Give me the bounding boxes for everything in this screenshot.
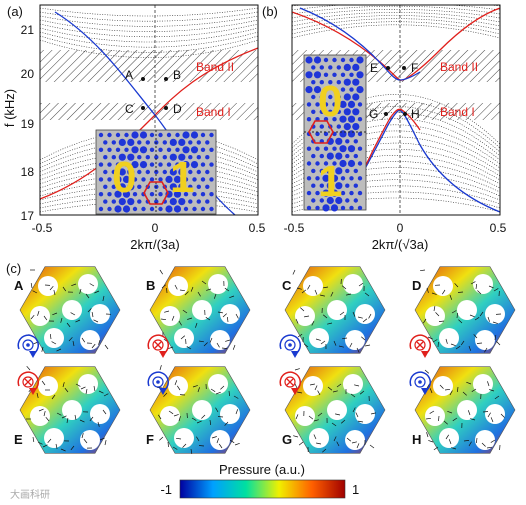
circulation-cw-icon: [17, 371, 39, 395]
circulation-ccw-icon: [409, 371, 431, 395]
field-map: B: [146, 266, 251, 354]
field-map: E: [14, 365, 121, 454]
field-label: A: [14, 278, 24, 293]
panel-label-a: (a): [7, 4, 23, 19]
field-label: E: [14, 432, 23, 447]
axes-frame-a: [39, 4, 259, 216]
colorbar-gradient: [179, 479, 346, 499]
field-label: C: [282, 278, 292, 293]
x-tick-pos-b: 0.5: [490, 221, 507, 235]
field-label: G: [282, 432, 292, 447]
colorbar-title: Pressure (a.u.): [219, 462, 305, 477]
panel-c: (c) A B C D E F G H: [6, 261, 516, 454]
field-label: H: [412, 432, 421, 447]
y-tick-18: 18: [21, 165, 35, 179]
circulation-cw-icon: [409, 334, 431, 358]
band-i-label-a: Band I: [196, 105, 231, 119]
x-tick-pos-a: 0.5: [249, 221, 266, 235]
field-map: C: [282, 266, 386, 354]
y-tick-17: 17: [21, 209, 35, 223]
point-f: F: [411, 61, 418, 75]
field-label: D: [412, 278, 421, 293]
inset-digit-0-a: 0: [112, 153, 136, 202]
panel-label-b: (b): [262, 4, 278, 19]
band-ii-gap-a: [40, 50, 258, 82]
panel-label-c: (c): [6, 261, 21, 276]
field-map: G: [282, 366, 386, 454]
x-tick-zero-a: 0: [152, 221, 159, 235]
field-label: B: [146, 278, 155, 293]
band-ii-label-a: Band II: [196, 60, 234, 74]
inset-lattice-b: 0 1: [303, 54, 367, 212]
point-b: B: [173, 68, 181, 82]
x-tick-neg-b: -0.5: [284, 221, 305, 235]
inset-lattice-a: 0 1: [95, 129, 217, 215]
x-axis-label-a: 2kπ/(3a): [130, 237, 179, 252]
point-e: E: [370, 61, 378, 75]
y-tick-21: 21: [21, 23, 35, 37]
circulation-cw-icon: [147, 334, 169, 358]
field-map: A: [14, 266, 121, 354]
y-tick-19: 19: [21, 117, 35, 131]
band-i-label-b: Band I: [440, 105, 475, 119]
panel-a: 0 1 (a) f (kHz) 21 20 19 18 17 -0.5 0 0.…: [2, 4, 266, 252]
unit-cell-hexagon-a: [143, 181, 169, 205]
x-tick-neg-a: -0.5: [32, 221, 53, 235]
circulation-ccw-icon: [147, 371, 169, 395]
panel-b: 0 1 (b) -0.5 0 0.5 2kπ/(√3a) Band II Ban…: [262, 4, 507, 252]
watermark: 大画科研: [10, 488, 50, 501]
field-label: F: [146, 432, 154, 447]
circulation-ccw-icon: [17, 334, 39, 358]
point-g: G: [369, 107, 378, 121]
circulation-ccw-icon: [279, 334, 301, 358]
band-ii-label-b: Band II: [440, 60, 478, 74]
point-h: H: [411, 107, 420, 121]
colorbar-min: -1: [160, 482, 172, 497]
y-axis-label-a: f (kHz): [2, 89, 17, 127]
point-d: D: [173, 102, 182, 116]
unit-cell-hexagon-b: [308, 120, 334, 144]
axes-frame-b: [291, 4, 501, 216]
band-i-gap-a: [40, 103, 258, 120]
inset-digit-1-a: 1: [170, 153, 194, 202]
field-map: F: [146, 365, 251, 454]
field-map: D: [412, 266, 516, 354]
point-a: A: [125, 68, 133, 82]
colorbar-max: 1: [352, 482, 359, 497]
inset-digit-0-b: 0: [318, 77, 342, 126]
field-map: H: [412, 366, 516, 454]
colorbar: Pressure (a.u.) -1 1: [160, 462, 359, 499]
inset-digit-1-b: 1: [318, 157, 342, 206]
edge-state-red-lower-b: [349, 108, 421, 201]
x-axis-label-b: 2kπ/(√3a): [372, 237, 429, 252]
point-c: C: [125, 102, 134, 116]
edge-state-blue-upper-b: [299, 7, 421, 81]
x-tick-zero-b: 0: [397, 221, 404, 235]
circulation-cw-icon: [279, 371, 301, 395]
y-tick-20: 20: [21, 67, 35, 81]
